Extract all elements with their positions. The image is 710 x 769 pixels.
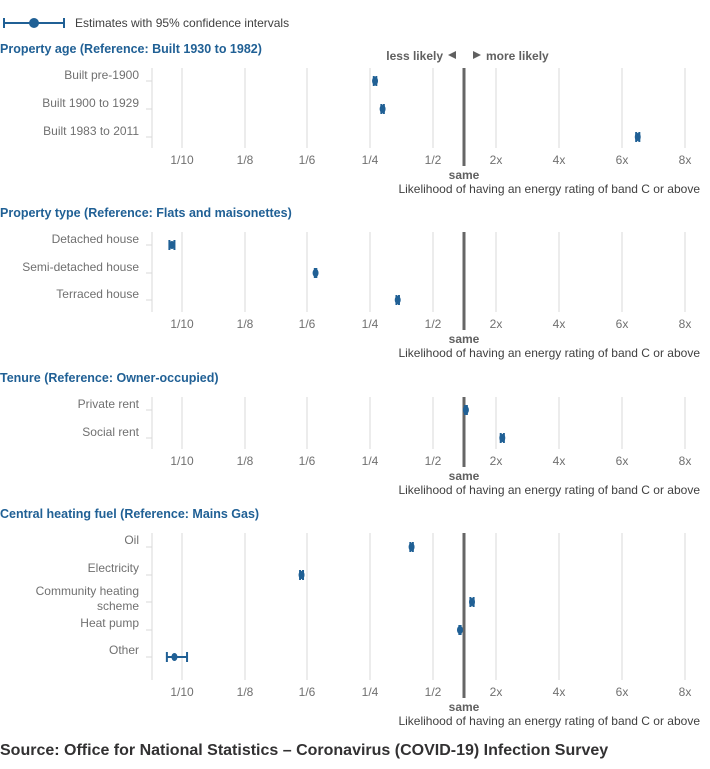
arrow-left-icon [448,51,456,59]
x-tick-label: 1/10 [170,153,194,167]
x-tick-label: 1/10 [170,685,194,699]
x-tick-label: 1/4 [362,153,379,167]
x-tick-label: 8x [679,317,692,331]
x-axis-label: Likelihood of having an energy rating of… [398,182,700,196]
row-label: Heat pump [80,616,139,630]
x-tick-label: 8x [679,685,692,699]
estimate-point [168,241,175,249]
row-label: Social rent [82,425,139,439]
estimate-point [312,269,319,277]
x-tick-label: 8x [679,153,692,167]
arrow-right-icon [473,51,481,59]
x-tick-label: 2x [490,685,503,699]
x-tick-label: 6x [616,454,629,468]
x-tick-label: 1/8 [237,454,254,468]
estimate-point [408,543,415,551]
row-label: Terraced house [56,287,139,301]
estimate-point [379,105,386,113]
reference-label: same [449,168,480,182]
x-axis-label: Likelihood of having an energy rating of… [398,346,700,360]
x-tick-label: 1/6 [299,317,316,331]
x-tick-label: 1/6 [299,454,316,468]
row-label: scheme [97,599,139,613]
x-tick-label: 4x [553,685,566,699]
panel-title: Property age (Reference: Built 1930 to 1… [0,42,262,56]
less-likely-label: less likely [386,49,443,63]
x-tick-label: 6x [616,153,629,167]
row-label: Built pre-1900 [64,68,139,82]
x-tick-label: 1/2 [425,317,442,331]
panel-title: Central heating fuel (Reference: Mains G… [0,507,259,521]
panel-title: Property type (Reference: Flats and mais… [0,206,292,220]
x-tick-label: 6x [616,685,629,699]
estimate-point [462,406,469,414]
more-likely-label: more likely [486,49,549,63]
estimate-point [456,626,463,634]
estimate-point [469,598,475,606]
x-tick-label: 6x [616,317,629,331]
estimate-point [499,434,506,442]
estimate-point [171,653,178,661]
row-label: Oil [124,533,139,547]
row-label: Built 1983 to 2011 [43,124,139,138]
reference-label: same [449,332,480,346]
x-tick-label: 2x [490,153,503,167]
x-tick-label: 8x [679,454,692,468]
x-tick-label: 1/4 [362,685,379,699]
x-tick-label: 1/10 [170,317,194,331]
x-axis-label: Likelihood of having an energy rating of… [398,483,700,497]
x-tick-label: 1/10 [170,454,194,468]
row-label: Private rent [78,397,140,411]
estimate-point [372,77,379,85]
x-axis-label: Likelihood of having an energy rating of… [398,714,700,728]
x-tick-label: 1/8 [237,153,254,167]
x-tick-label: 2x [490,454,503,468]
row-label: Built 1900 to 1929 [42,96,139,110]
x-tick-label: 1/4 [362,317,379,331]
estimate-point [394,296,401,304]
reference-label: same [449,469,480,483]
source-note: Source: Office for National Statistics –… [0,742,609,759]
row-label: Other [109,643,139,657]
x-tick-label: 4x [553,454,566,468]
panel-title: Tenure (Reference: Owner-occupied) [0,371,219,385]
legend-point-icon [29,18,39,28]
x-tick-label: 1/8 [237,317,254,331]
x-tick-label: 1/6 [299,153,316,167]
x-tick-label: 4x [553,153,566,167]
row-label: Detached house [52,232,140,246]
legend-label: Estimates with 95% confidence intervals [75,16,289,30]
x-tick-label: 2x [490,317,503,331]
estimate-point [634,133,641,141]
x-tick-label: 1/2 [425,454,442,468]
x-tick-label: 1/2 [425,685,442,699]
row-label: Community heating [36,584,139,598]
estimate-point [298,571,305,579]
x-tick-label: 1/8 [237,685,254,699]
reference-label: same [449,700,480,714]
row-label: Electricity [88,561,139,575]
row-label: Semi-detached house [22,260,139,274]
x-tick-label: 4x [553,317,566,331]
x-tick-label: 1/2 [425,153,442,167]
x-tick-label: 1/4 [362,454,379,468]
x-tick-label: 1/6 [299,685,316,699]
